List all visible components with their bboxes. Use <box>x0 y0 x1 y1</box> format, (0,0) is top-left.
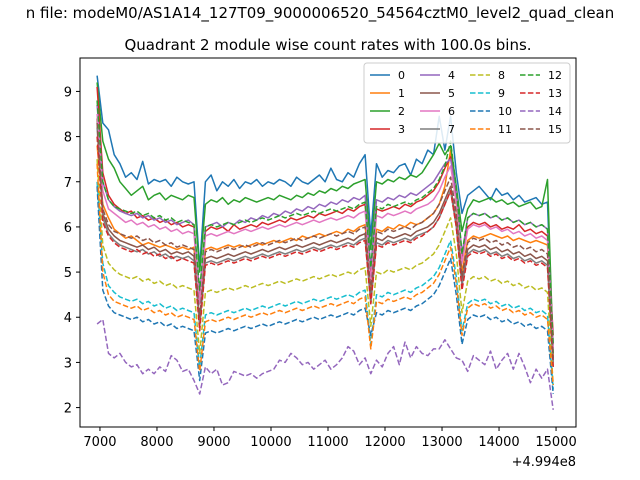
legend-label-11: 11 <box>498 123 512 136</box>
x-tick-label: 8000 <box>140 435 173 450</box>
legend-label-3: 3 <box>398 123 405 136</box>
x-tick-label: 13000 <box>421 435 462 450</box>
series-line-6 <box>96 113 554 349</box>
series-line-1 <box>96 145 554 358</box>
legend-label-0: 0 <box>398 69 405 82</box>
series-line-0 <box>96 75 554 361</box>
series-line-11 <box>96 163 554 386</box>
legend-label-4: 4 <box>448 69 455 82</box>
series-line-14 <box>96 318 554 410</box>
legend-label-14: 14 <box>548 105 562 118</box>
y-tick-label: 3 <box>64 356 72 371</box>
y-tick-label: 4 <box>64 311 72 326</box>
legend-label-7: 7 <box>448 123 455 136</box>
series-line-8 <box>96 159 554 386</box>
legend-label-15: 15 <box>548 123 562 136</box>
series-line-13 <box>96 136 554 367</box>
x-tick-label: 14000 <box>478 435 519 450</box>
legend-label-8: 8 <box>498 69 505 82</box>
legend-label-2: 2 <box>398 105 405 118</box>
y-axis: 2 3 4 5 6 7 8 9 <box>64 85 80 417</box>
series-line-4 <box>96 104 554 345</box>
series-line-15 <box>96 122 554 358</box>
y-tick-label: 6 <box>64 221 72 236</box>
series-line-10 <box>96 186 554 395</box>
series-line-3 <box>96 86 554 336</box>
x-tick-label: 10000 <box>250 435 291 450</box>
legend-label-10: 10 <box>498 105 512 118</box>
x-axis: 7000 8000 9000 10000 11000 12000 13000 14000 150… <box>83 427 577 450</box>
x-tick-label: 15000 <box>535 435 576 450</box>
series-line-2 <box>96 82 554 354</box>
legend-label-9: 9 <box>498 87 505 100</box>
y-tick-label: 9 <box>64 85 72 100</box>
x-axis-offset-label: +4.994e8 <box>512 455 576 470</box>
x-tick-label: 9000 <box>197 435 230 450</box>
series-line-9 <box>96 181 554 390</box>
legend-box <box>363 62 571 144</box>
chart-title: Quadrant 2 module wise count rates with … <box>124 36 531 54</box>
x-tick-label: 11000 <box>307 435 348 450</box>
figure-suptitle: n file: modeM0/AS1A14_127T09_9000006520_… <box>26 4 615 23</box>
legend-label-1: 1 <box>398 87 405 100</box>
y-tick-label: 7 <box>64 176 72 191</box>
x-tick-label: 12000 <box>364 435 405 450</box>
series-line-7 <box>96 127 554 367</box>
x-tick-label: 7000 <box>83 435 116 450</box>
legend-label-13: 13 <box>548 87 562 100</box>
legend-label-5: 5 <box>448 87 455 100</box>
y-tick-label: 8 <box>64 131 72 146</box>
legend-label-6: 6 <box>448 105 455 118</box>
series-line-5 <box>96 118 554 363</box>
series-line-12 <box>96 100 554 345</box>
y-tick-label: 5 <box>64 266 72 281</box>
series-lines <box>96 75 554 410</box>
legend-label-12: 12 <box>548 69 562 82</box>
y-tick-label: 2 <box>64 402 72 417</box>
